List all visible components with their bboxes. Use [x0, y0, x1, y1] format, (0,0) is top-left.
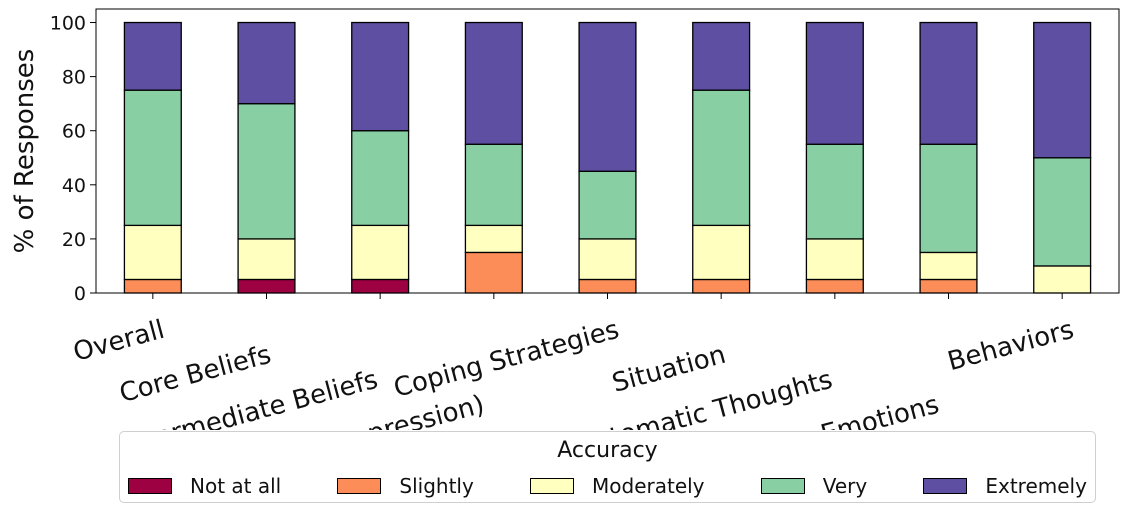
bar-segment-extremely [578, 21, 637, 172]
x-tick-label: Overall [70, 315, 168, 368]
bar-segment-slightly [464, 251, 523, 294]
bar-segment-moderately [464, 224, 523, 254]
x-tick-label: Coping Strategies [391, 315, 623, 404]
bar-segment-moderately [805, 238, 864, 281]
legend-swatch [128, 478, 172, 494]
bar-segment-moderately [351, 224, 410, 281]
y-axis: 0 20 40 60 80 100 [50, 13, 96, 305]
bar-segment-extremely [237, 21, 296, 105]
bar-segment-extremely [464, 21, 523, 145]
bar-segment-very [578, 170, 637, 240]
bar-segment-extremely [123, 21, 182, 91]
bar-segment-extremely [351, 21, 410, 132]
legend-label: Very [822, 474, 868, 498]
y-tick-label: 80 [62, 67, 86, 89]
bar-segment-extremely [805, 21, 864, 145]
bar-segment-extremely [919, 21, 978, 145]
legend-item: Very [760, 474, 868, 498]
bar-segment-slightly [919, 278, 978, 294]
bar-segment-moderately [123, 224, 182, 281]
bar-segment-very [237, 103, 296, 240]
legend-item: Slightly [337, 474, 474, 498]
bar-segment-slightly [578, 278, 637, 294]
legend-item: Moderately [530, 474, 705, 498]
legend-label: Moderately [592, 474, 705, 498]
bar-segment-very [123, 89, 182, 227]
bar-segment-moderately [692, 224, 751, 281]
legend-item: Extremely [923, 474, 1087, 498]
bar-segment-not-at-all [351, 278, 410, 294]
y-tick-label: 40 [62, 175, 86, 197]
bar-segment-not-at-all [237, 278, 296, 294]
bar-segment-very [919, 143, 978, 254]
bar-segment-moderately [1033, 265, 1092, 294]
bar-segment-very [1033, 157, 1092, 267]
legend-swatch [923, 478, 968, 494]
y-tick-label: 100 [50, 13, 86, 35]
legend-title: Accuracy [557, 438, 658, 463]
bar-segment-moderately [578, 238, 637, 281]
bar-segment-extremely [1033, 21, 1092, 159]
y-axis-label: % of Responses [10, 49, 40, 254]
legend-swatch [337, 478, 382, 494]
bars-layer [123, 21, 1092, 294]
bar-segment-extremely [692, 21, 751, 91]
legend-label: Slightly [399, 474, 474, 498]
legend-items: Not at all Slightly Moderately Very Extremel… [128, 474, 1087, 498]
bar-segment-very [351, 130, 410, 227]
y-tick-label: 20 [62, 229, 86, 251]
x-tick-label: Situation [609, 340, 729, 399]
bar-segment-very [464, 143, 523, 227]
bar-segment-very [692, 89, 751, 227]
legend: Accuracy Not at all Slightly Moderately Ver… [119, 431, 1096, 503]
bar-segment-slightly [123, 278, 182, 294]
y-tick-label: 60 [62, 121, 86, 143]
bar-segment-slightly [805, 278, 864, 294]
bar-segment-very [805, 143, 864, 240]
y-tick-label: 0 [74, 283, 86, 305]
x-tick-label: Emotions [818, 390, 943, 430]
legend-swatch [530, 478, 574, 494]
legend-item: Not at all [128, 474, 281, 498]
bar-segment-moderately [919, 251, 978, 281]
legend-label: Not at all [190, 474, 282, 498]
legend-swatch [760, 478, 805, 494]
bar-segment-moderately [237, 238, 296, 281]
bar-segment-slightly [692, 278, 751, 294]
x-tick-label: Behaviors [945, 315, 1077, 377]
legend-label: Extremely [985, 474, 1087, 498]
